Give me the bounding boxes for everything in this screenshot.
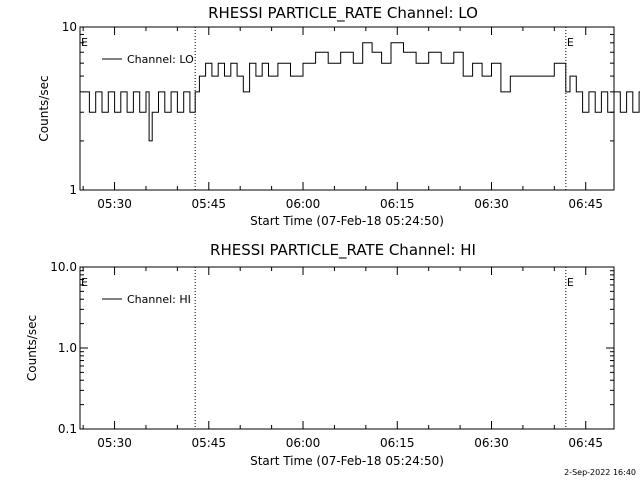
event-marker-label: E: [81, 36, 88, 49]
y-axis-label: Counts/sec: [37, 75, 51, 141]
lo-channel-panel: RHESSI PARTICLE_RATE Channel: LO 05:30 05:…: [37, 4, 640, 228]
x-tick-label: 06:45: [568, 436, 603, 450]
legend-label: Channel: HI: [127, 293, 191, 306]
plot-frame: [79, 26, 615, 191]
x-tick-label: 06:00: [286, 197, 321, 211]
series-line-channel-lo: [83, 42, 640, 142]
y-tick-label: 10.0: [50, 260, 77, 274]
y-tick-label: 1: [69, 183, 77, 197]
event-marker-label: E: [567, 36, 574, 49]
event-marker-label: E: [567, 276, 574, 289]
chart-title: RHESSI PARTICLE_RATE Channel: LO: [208, 4, 478, 23]
x-tick-label: 05:30: [97, 436, 132, 450]
x-tick-label: 06:15: [380, 197, 415, 211]
hi-channel-panel: RHESSI PARTICLE_RATE Channel: HI 05:30 05:…: [25, 241, 615, 468]
x-tick-label: 06:00: [286, 436, 321, 450]
x-tick-label: 05:30: [97, 197, 132, 211]
y-tick-label: 10: [62, 20, 77, 34]
x-axis-label: Start Time (07-Feb-18 05:24:50): [250, 214, 444, 228]
x-tick-label: 06:30: [474, 436, 509, 450]
x-tick-label: 06:15: [380, 436, 415, 450]
x-tick-label: 05:45: [191, 436, 226, 450]
legend-label: Channel: LO: [127, 53, 194, 66]
x-tick-label: 06:45: [568, 197, 603, 211]
chart-title: RHESSI PARTICLE_RATE Channel: HI: [210, 241, 476, 260]
plot-frame: [79, 266, 615, 430]
y-tick-label: 0.1: [58, 422, 77, 436]
event-marker-label: E: [81, 276, 88, 289]
y-axis-label: Counts/sec: [25, 315, 39, 381]
x-tick-label: 06:30: [474, 197, 509, 211]
x-axis-label: Start Time (07-Feb-18 05:24:50): [250, 454, 444, 468]
y-tick-label: 1.0: [58, 341, 77, 355]
x-tick-label: 05:45: [191, 197, 226, 211]
footer-date: 2-Sep-2022 16:40: [564, 468, 636, 477]
